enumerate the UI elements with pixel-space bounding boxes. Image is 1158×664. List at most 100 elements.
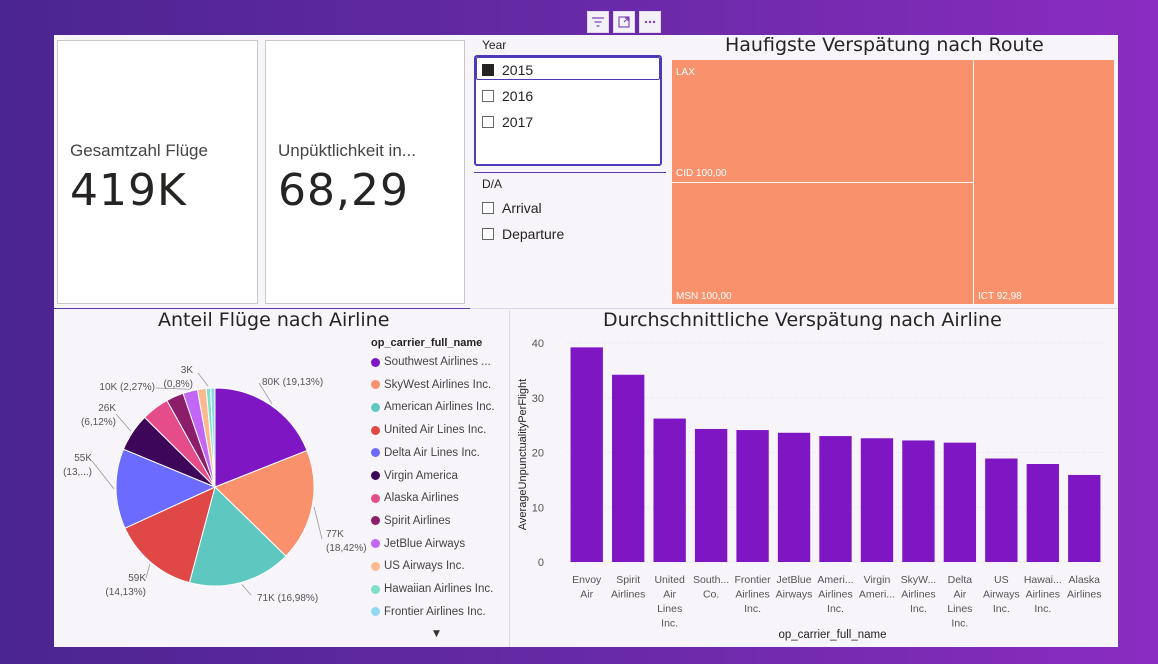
bar[interactable] (736, 430, 769, 562)
pie-slice[interactable] (115, 448, 217, 529)
y-tick-label: 30 (532, 393, 544, 405)
y-tick-label: 20 (532, 448, 544, 460)
kpi-value: 419K (70, 165, 187, 216)
pie-data-label: (18,42%) (326, 543, 367, 554)
treemap-tile-msn[interactable]: MSN 100,00 (672, 183, 973, 304)
treemap-tile-lax[interactable]: LAX CID 100,00 (672, 60, 973, 182)
legend-dot (371, 493, 380, 503)
bar[interactable] (653, 418, 686, 562)
pie-title: Anteil Flüge nach Airline (158, 309, 390, 331)
callout-line (145, 564, 151, 579)
legend-label: US Airways Inc. (384, 560, 465, 573)
pie-slice[interactable] (214, 449, 315, 557)
legend-label: Delta Air Lines Inc. (384, 446, 480, 459)
bar[interactable] (612, 374, 645, 562)
legend-dot (371, 402, 380, 412)
x-axis-label: op_carrier_full_name (778, 629, 886, 641)
bar[interactable] (943, 442, 977, 562)
legend-item[interactable]: American Airlines Inc. (371, 401, 495, 413)
checkbox[interactable] (482, 202, 494, 214)
bar[interactable] (819, 436, 852, 562)
callout-line (155, 387, 190, 390)
bar[interactable] (985, 458, 1018, 562)
checkbox[interactable] (482, 116, 494, 128)
legend-item[interactable]: SkyWest Airlines Inc. (371, 379, 491, 391)
x-tick-label: Lines (657, 603, 682, 615)
x-tick-label: Delta (948, 574, 973, 586)
pie-data-label: 26K (98, 403, 116, 414)
caret-down-icon[interactable]: ▼ (433, 629, 440, 639)
x-tick-label: Airlines (901, 589, 935, 601)
legend-item[interactable]: JetBlue Airways (371, 538, 465, 550)
pie-data-label: (13,...) (63, 467, 92, 478)
x-tick-label: Airways (983, 589, 1020, 601)
year-slicer[interactable] (474, 55, 662, 166)
legend-item[interactable]: Southwest Airlines ... (371, 356, 491, 368)
callout-line (241, 584, 252, 596)
legend-item[interactable]: Hawaiian Airlines Inc. (371, 583, 493, 595)
visual-toolbar (587, 11, 661, 35)
legend-item[interactable]: United Air Lines Inc. (371, 424, 486, 436)
pie-slice[interactable] (188, 486, 287, 587)
legend-dot (371, 357, 380, 367)
legend-title: op_carrier_full_name (371, 337, 483, 349)
bar[interactable] (1026, 463, 1059, 562)
x-tick-label: JetBlue (777, 574, 812, 586)
bar-chart[interactable]: 0 10 20 30 40 AverageUnpunctualityPerFlight En… (510, 330, 1116, 646)
pie-chart[interactable]: 80K (19,13%) 77K (18,42%) 71K (16,98%) 59K (1… (54, 330, 368, 630)
focus-mode-icon[interactable] (613, 11, 635, 33)
x-tick-label: Inc. (910, 603, 927, 615)
kpi-card-flights[interactable]: Gesamtzahl Flüge 419K (57, 40, 258, 304)
section-divider (54, 308, 470, 309)
slicer-option-2017[interactable]: 2017 (482, 114, 533, 130)
pie-data-label: 71K (16,98%) (257, 593, 318, 604)
pie-slice[interactable] (210, 387, 216, 488)
section-divider (470, 308, 1118, 309)
checkbox[interactable] (482, 90, 494, 102)
legend-dot (371, 561, 380, 571)
x-tick-label: Inc. (993, 603, 1010, 615)
kpi-label: Unpüktlichkeit in... (278, 141, 416, 160)
legend-item[interactable]: Virgin America (371, 470, 458, 482)
more-options-icon[interactable] (639, 11, 661, 33)
filter-icon[interactable] (587, 11, 609, 33)
slicer-title-da: D/A (482, 177, 503, 191)
kpi-card-unpunctuality[interactable]: Unpüktlichkeit in... 68,29 (265, 40, 465, 304)
slicer-option-arrival[interactable]: Arrival (482, 200, 542, 216)
bar[interactable] (860, 438, 894, 562)
pie-data-label: 80K (19,13%) (262, 377, 323, 388)
x-tick-label: Lines (947, 603, 972, 615)
bar[interactable] (1068, 474, 1101, 562)
legend-label: Frontier Airlines Inc. (384, 605, 486, 618)
legend-item[interactable]: Delta Air Lines Inc. (371, 447, 480, 459)
bar[interactable] (570, 347, 603, 562)
section-divider (509, 310, 510, 647)
x-tick-label: Inc. (951, 618, 968, 630)
checkbox[interactable] (482, 64, 494, 76)
slicer-option-departure[interactable]: Departure (482, 226, 564, 242)
legend-label: Alaska Airlines (384, 492, 459, 505)
pie-slice[interactable] (124, 486, 216, 584)
slicer-option-2016[interactable]: 2016 (482, 88, 533, 104)
slicer-option-2015[interactable]: 2015 (482, 62, 533, 78)
bar[interactable] (902, 440, 935, 562)
legend-item[interactable]: Alaska Airlines (371, 492, 459, 504)
legend-dot (371, 607, 380, 617)
option-label: Arrival (502, 200, 542, 216)
checkbox[interactable] (482, 228, 494, 240)
x-tick-label: Alaska (1069, 574, 1101, 586)
y-tick-label: 40 (532, 338, 544, 350)
legend-item[interactable]: Spirit Airlines (371, 515, 450, 527)
callout-line (197, 372, 209, 387)
legend-label: Southwest Airlines ... (384, 356, 491, 368)
treemap-tile-ict[interactable]: ICT 92,98 (974, 60, 1114, 304)
legend-item[interactable]: Frontier Airlines Inc. (371, 606, 486, 618)
legend-label: Spirit Airlines (384, 514, 451, 527)
bar[interactable] (694, 428, 728, 562)
bar[interactable] (777, 432, 811, 562)
pie-slice[interactable] (214, 387, 308, 488)
option-label: Departure (502, 226, 565, 242)
legend-item[interactable]: US Airways Inc. (371, 560, 465, 572)
y-tick-label: 0 (538, 557, 544, 569)
x-tick-label: Air (663, 589, 676, 601)
